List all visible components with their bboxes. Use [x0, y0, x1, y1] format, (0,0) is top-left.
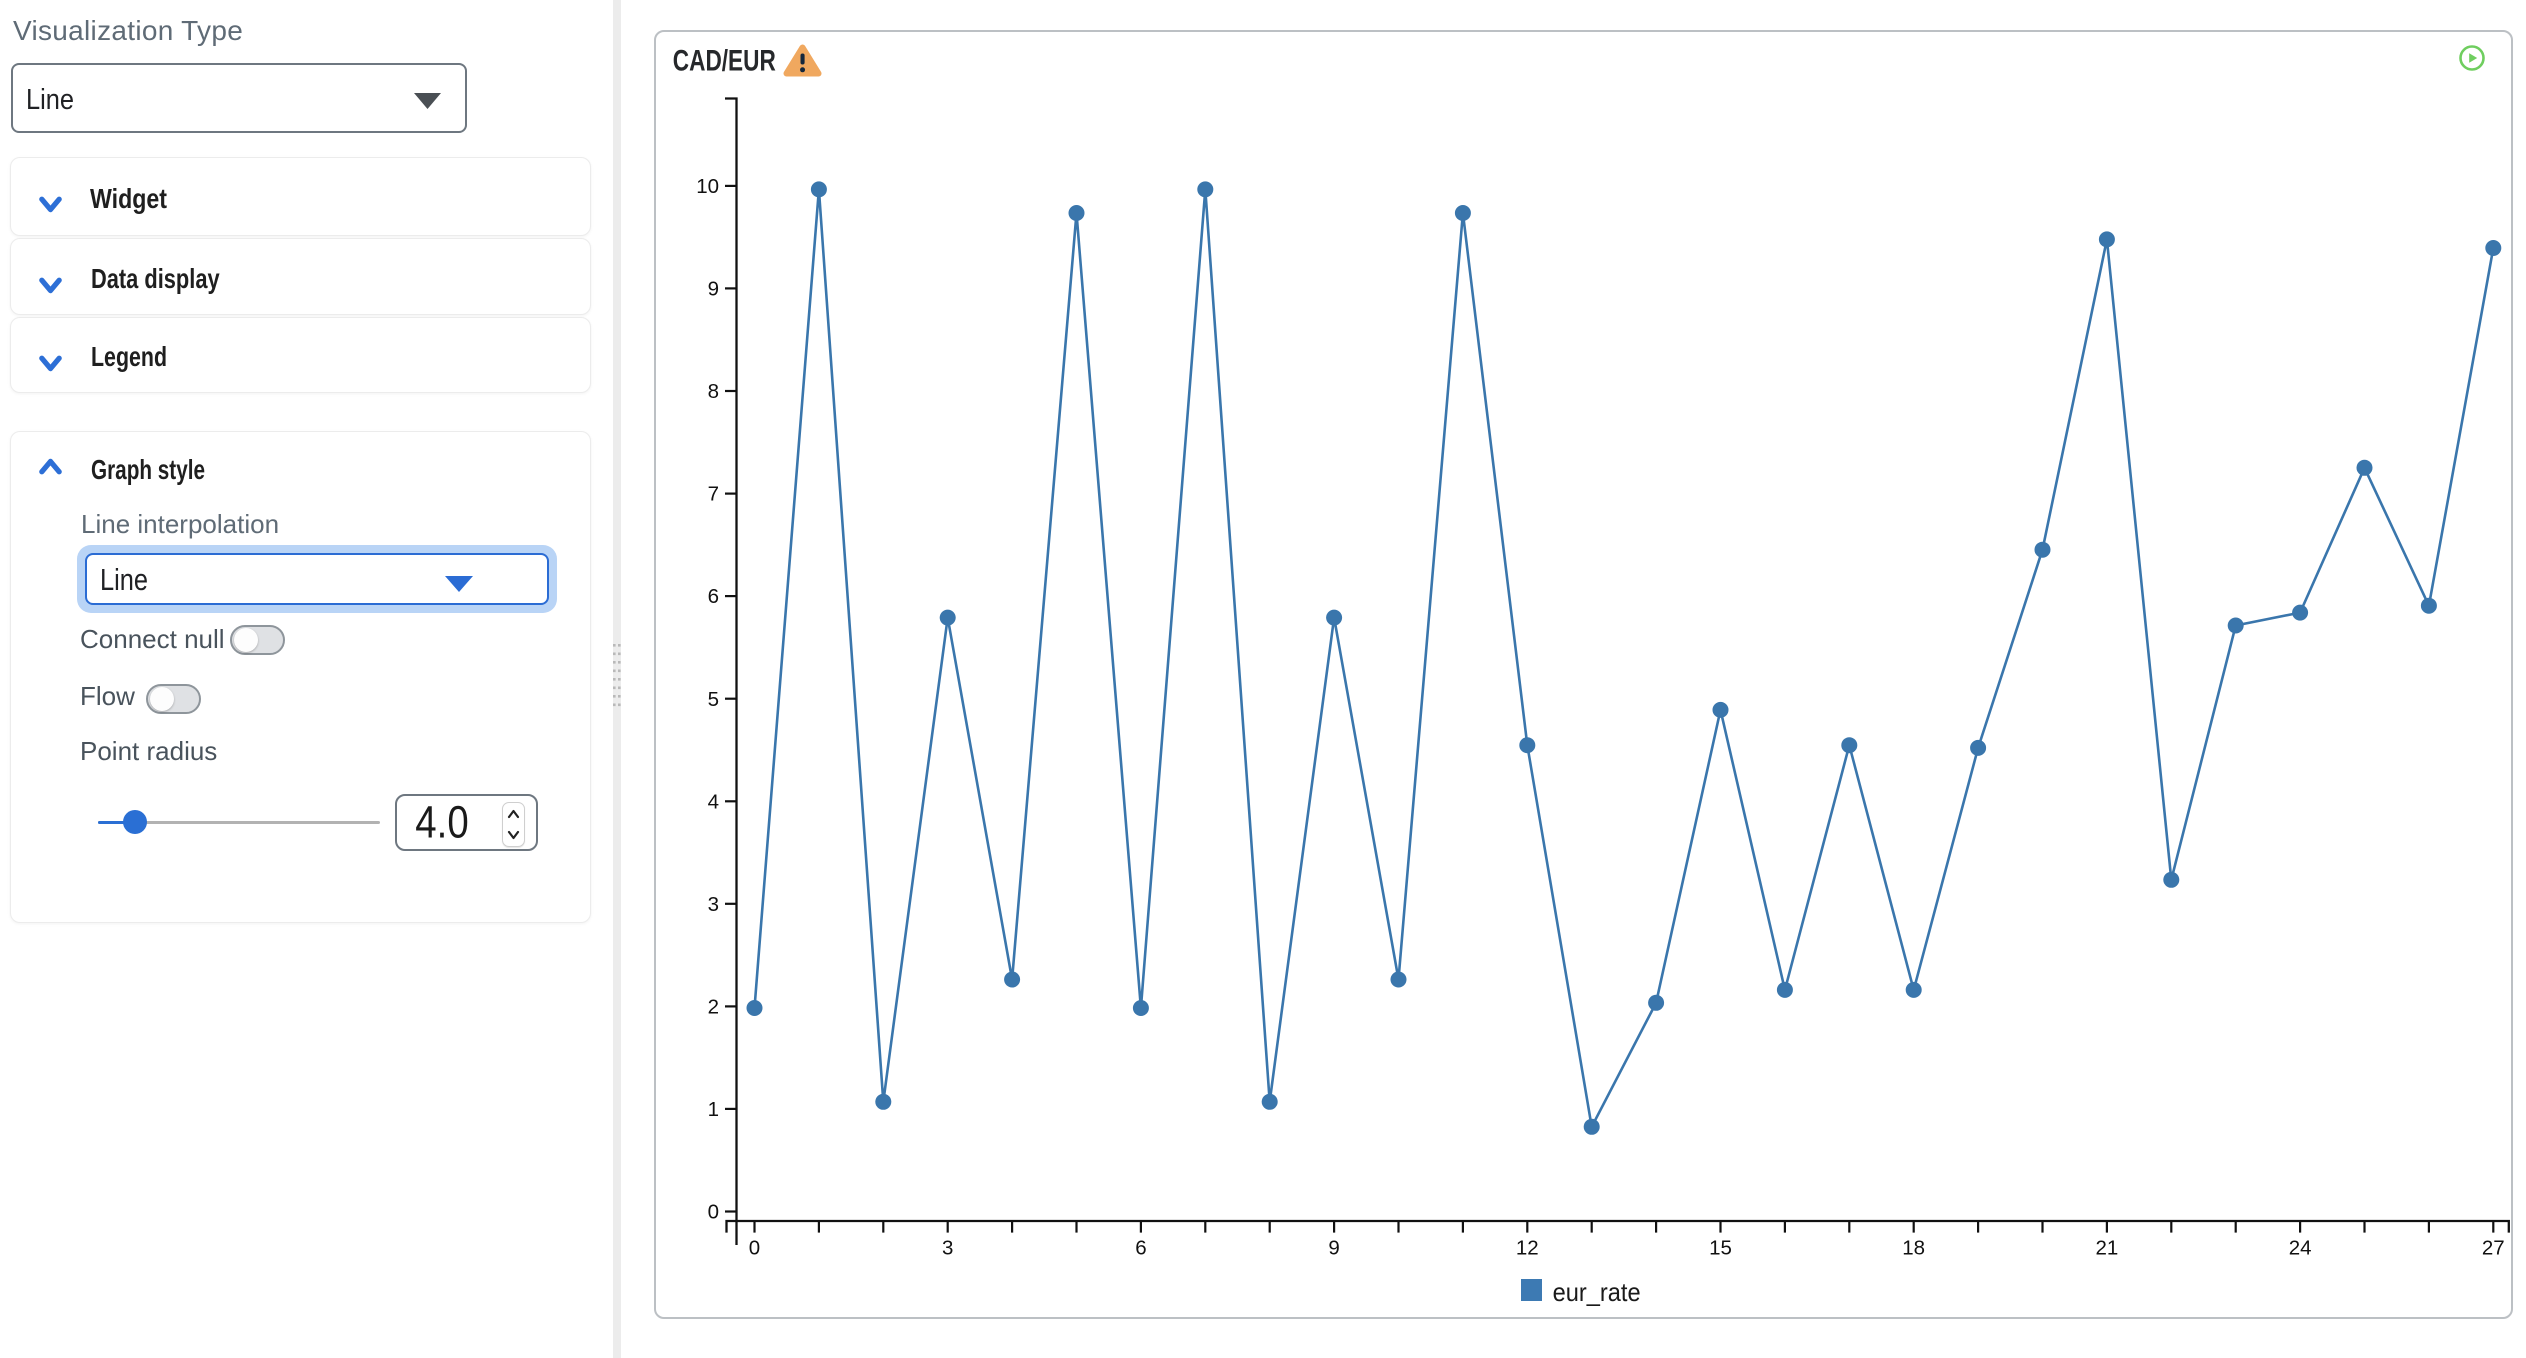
svg-text:Line: Line — [100, 562, 148, 597]
svg-text:15: 15 — [1709, 1237, 1732, 1260]
svg-text:Data display: Data display — [91, 266, 220, 294]
svg-text:1: 1 — [708, 1098, 719, 1121]
svg-text:0: 0 — [708, 1201, 719, 1224]
svg-text:3: 3 — [708, 893, 719, 916]
svg-text:9: 9 — [1328, 1237, 1339, 1260]
svg-text:2: 2 — [708, 996, 719, 1019]
svg-text:6: 6 — [708, 585, 719, 608]
svg-text:4: 4 — [708, 790, 719, 813]
svg-text:21: 21 — [2095, 1237, 2118, 1260]
svg-text:Graph style: Graph style — [91, 456, 205, 485]
svg-text:0: 0 — [749, 1237, 760, 1260]
svg-text:24: 24 — [2289, 1237, 2312, 1260]
svg-text:eur_rate: eur_rate — [1553, 1279, 1641, 1307]
svg-text:Legend: Legend — [91, 344, 167, 372]
svg-text:3: 3 — [942, 1237, 953, 1260]
svg-text:9: 9 — [708, 278, 719, 301]
svg-text:27: 27 — [2482, 1237, 2505, 1260]
svg-text:7: 7 — [708, 483, 719, 506]
svg-text:18: 18 — [1902, 1237, 1925, 1260]
svg-text:6: 6 — [1135, 1237, 1146, 1260]
svg-text:Widget: Widget — [90, 186, 167, 214]
svg-text:4.0: 4.0 — [415, 798, 468, 848]
svg-text:12: 12 — [1516, 1237, 1539, 1260]
svg-text:CAD/EUR: CAD/EUR — [673, 45, 776, 78]
svg-text:8: 8 — [708, 380, 719, 403]
svg-text:Line: Line — [26, 84, 74, 116]
svg-text:10: 10 — [696, 175, 719, 198]
svg-text:5: 5 — [708, 688, 719, 711]
